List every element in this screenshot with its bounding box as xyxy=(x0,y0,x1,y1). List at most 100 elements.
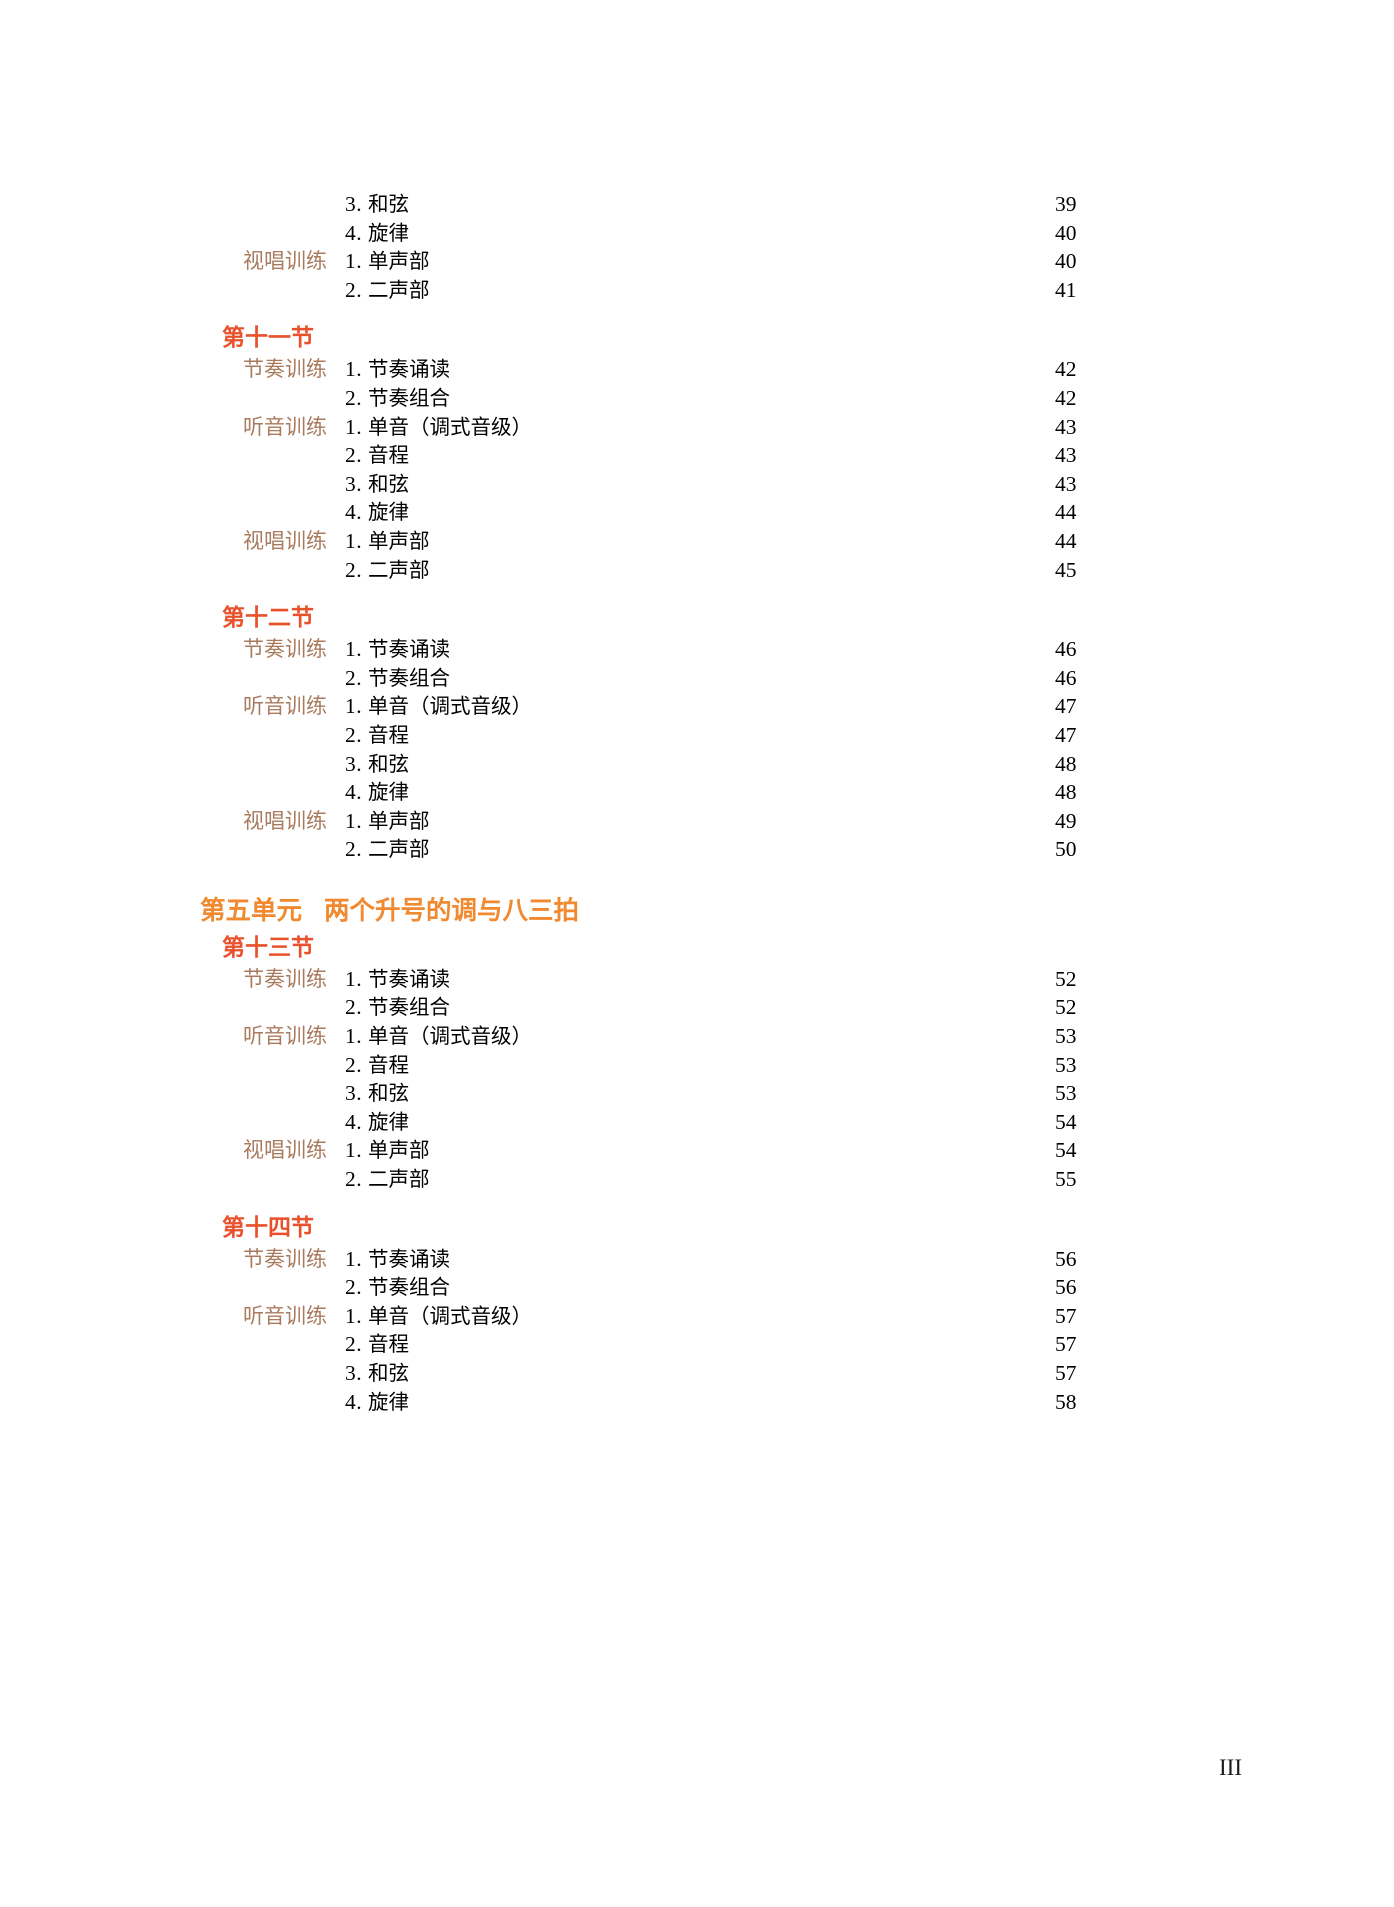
toc-entry-title: 2. 音程 xyxy=(345,1330,1055,1359)
toc-entry-text: 单声部 xyxy=(368,808,430,833)
toc-entry[interactable]: 2. 二声部 55 xyxy=(0,1165,1394,1194)
section-heading[interactable]: 第十三节 xyxy=(222,934,314,961)
toc-entry-category: 听音训练 xyxy=(243,694,327,719)
toc-entry-text: 单音（调式音级） xyxy=(368,1024,532,1049)
toc-entry[interactable]: 2. 节奏组合 42 xyxy=(0,384,1394,413)
toc-entry-page-number: 57 xyxy=(1055,1361,1077,1385)
toc-entry[interactable]: 视唱训练 1. 单声部 49 xyxy=(0,807,1394,836)
toc-entry[interactable]: 2. 节奏组合 52 xyxy=(0,993,1394,1022)
toc-entry-text: 节奏诵读 xyxy=(368,637,450,662)
toc-entry-number: 1. xyxy=(345,1024,368,1049)
toc-entry[interactable]: 听音训练 1. 单音（调式音级） 57 xyxy=(0,1302,1394,1331)
toc-entry[interactable]: 3. 和弦 53 xyxy=(0,1079,1394,1108)
toc-entry-category xyxy=(0,276,345,305)
toc-entry-text: 节奏组合 xyxy=(368,995,450,1020)
toc-entry-category: 视唱训练 xyxy=(243,1138,327,1163)
toc-entry-title: 2. 节奏组合 xyxy=(345,1273,1055,1302)
toc-entry-page-number: 57 xyxy=(1055,1303,1077,1328)
toc-entry-text: 二声部 xyxy=(368,1167,430,1192)
toc-entry[interactable]: 2. 二声部 50 xyxy=(0,835,1394,864)
toc-entry-text: 二声部 xyxy=(368,837,430,862)
toc-entry-category xyxy=(0,1108,345,1137)
toc-entry-category: 听音训练 xyxy=(243,1303,327,1328)
toc-entry-title: 4. 旋律 xyxy=(345,498,1055,527)
toc-entry-category: 视唱训练 xyxy=(243,249,327,274)
toc-entry-page-number: 43 xyxy=(1055,443,1077,468)
toc-entry-number: 2. xyxy=(345,385,368,410)
toc-entry[interactable]: 3. 和弦 43 xyxy=(0,470,1394,499)
toc-entry[interactable]: 3. 和弦 39 xyxy=(0,190,1394,219)
toc-entry[interactable]: 听音训练 1. 单音（调式音级） 53 xyxy=(0,1022,1394,1051)
toc-entry[interactable]: 视唱训练 1. 单声部 40 xyxy=(0,247,1394,276)
toc-entry[interactable]: 4. 旋律 54 xyxy=(0,1108,1394,1137)
toc-entry-page-number: 52 xyxy=(1055,966,1077,991)
toc-entry-number: 2. xyxy=(345,722,368,747)
section-heading[interactable]: 第十二节 xyxy=(222,605,314,632)
toc-entry[interactable]: 2. 音程 43 xyxy=(0,441,1394,470)
toc-entry-text: 节奏诵读 xyxy=(368,357,450,382)
toc-entry[interactable]: 2. 音程 47 xyxy=(0,721,1394,750)
toc-entry-number: 3. xyxy=(345,751,368,776)
toc-entry-title: 3. 和弦 xyxy=(345,190,1055,219)
toc-entry-title: 2. 音程 xyxy=(345,721,1055,750)
toc-entry[interactable]: 3. 和弦 57 xyxy=(0,1359,1394,1388)
unit-heading[interactable]: 第五单元 两个升号的调与八三拍 xyxy=(0,890,1394,932)
toc-entry[interactable]: 节奏训练 1. 节奏诵读 42 xyxy=(0,355,1394,384)
toc-entry[interactable]: 4. 旋律 44 xyxy=(0,498,1394,527)
toc-entry-text: 旋律 xyxy=(368,1389,409,1414)
toc-entry-page-number: 40 xyxy=(1055,249,1077,274)
toc-entry-number: 1. xyxy=(345,694,368,719)
toc-entry[interactable]: 2. 节奏组合 56 xyxy=(0,1273,1394,1302)
toc-entry[interactable]: 2. 二声部 41 xyxy=(0,276,1394,305)
toc-entry-text: 单声部 xyxy=(368,1138,430,1163)
toc-entry-title: 2. 节奏组合 xyxy=(345,664,1055,693)
toc-entry-title: 4. 旋律 xyxy=(345,1388,1055,1417)
toc-entry-page-number: 44 xyxy=(1055,500,1077,525)
toc-entry-number: 1. xyxy=(345,808,368,833)
toc-entry[interactable]: 2. 音程 57 xyxy=(0,1330,1394,1359)
toc-entry[interactable]: 2. 节奏组合 46 xyxy=(0,664,1394,693)
toc-entry[interactable]: 4. 旋律 58 xyxy=(0,1388,1394,1417)
toc-entry-page-number: 48 xyxy=(1055,780,1077,805)
toc-entry-number: 4. xyxy=(345,1389,368,1414)
toc-entry-number: 4. xyxy=(345,780,368,805)
toc-entry[interactable]: 视唱训练 1. 单声部 54 xyxy=(0,1136,1394,1165)
toc-entry-title: 4. 旋律 xyxy=(345,219,1055,248)
toc-entry-page-number: 53 xyxy=(1055,1081,1077,1106)
toc-entry-text: 音程 xyxy=(368,722,409,747)
toc-entry-number: 2. xyxy=(345,665,368,690)
toc-entry-category xyxy=(0,1388,345,1417)
toc-entry[interactable]: 听音训练 1. 单音（调式音级） 47 xyxy=(0,692,1394,721)
toc-entry-title: 2. 音程 xyxy=(345,441,1055,470)
toc-entry[interactable]: 节奏训练 1. 节奏诵读 56 xyxy=(0,1245,1394,1274)
toc-entry[interactable]: 2. 二声部 45 xyxy=(0,556,1394,585)
toc-entry-category: 视唱训练 xyxy=(243,528,327,553)
toc-entry-text: 音程 xyxy=(368,1052,409,1077)
toc-entry-category: 节奏训练 xyxy=(243,966,327,991)
toc-entry-page-number: 53 xyxy=(1055,1052,1077,1077)
toc-entry-title: 4. 旋律 xyxy=(345,778,1055,807)
toc-entry[interactable]: 节奏训练 1. 节奏诵读 52 xyxy=(0,965,1394,994)
toc-body: 3. 和弦 39 4. 旋律 40 视唱训练 1. 单声部 40 2. 二声部 41 第十一节… xyxy=(0,190,1394,1416)
toc-entry-page-number: 43 xyxy=(1055,471,1077,496)
toc-entry[interactable]: 视唱训练 1. 单声部 44 xyxy=(0,527,1394,556)
toc-entry-title: 1. 节奏诵读 xyxy=(345,1245,1055,1274)
toc-entry[interactable]: 节奏训练 1. 节奏诵读 46 xyxy=(0,635,1394,664)
toc-entry-number: 2. xyxy=(345,1167,368,1192)
toc-entry-page-number: 44 xyxy=(1055,528,1077,553)
unit-title: 两个升号的调与八三拍 xyxy=(324,895,580,926)
toc-entry-number: 1. xyxy=(345,1303,368,1328)
section-heading[interactable]: 第十一节 xyxy=(222,325,314,352)
toc-entry[interactable]: 3. 和弦 48 xyxy=(0,750,1394,779)
toc-entry[interactable]: 2. 音程 53 xyxy=(0,1051,1394,1080)
toc-entry-title: 1. 单声部 xyxy=(345,807,1055,836)
toc-entry[interactable]: 听音训练 1. 单音（调式音级） 43 xyxy=(0,413,1394,442)
toc-entry-number: 4. xyxy=(345,1109,368,1134)
toc-entry-text: 旋律 xyxy=(368,220,409,245)
toc-entry[interactable]: 4. 旋律 48 xyxy=(0,778,1394,807)
toc-entry-number: 1. xyxy=(345,1138,368,1163)
toc-entry[interactable]: 4. 旋律 40 xyxy=(0,219,1394,248)
section-heading[interactable]: 第十四节 xyxy=(222,1214,314,1241)
toc-entry-text: 单音（调式音级） xyxy=(368,694,532,719)
toc-entry-category xyxy=(0,384,345,413)
